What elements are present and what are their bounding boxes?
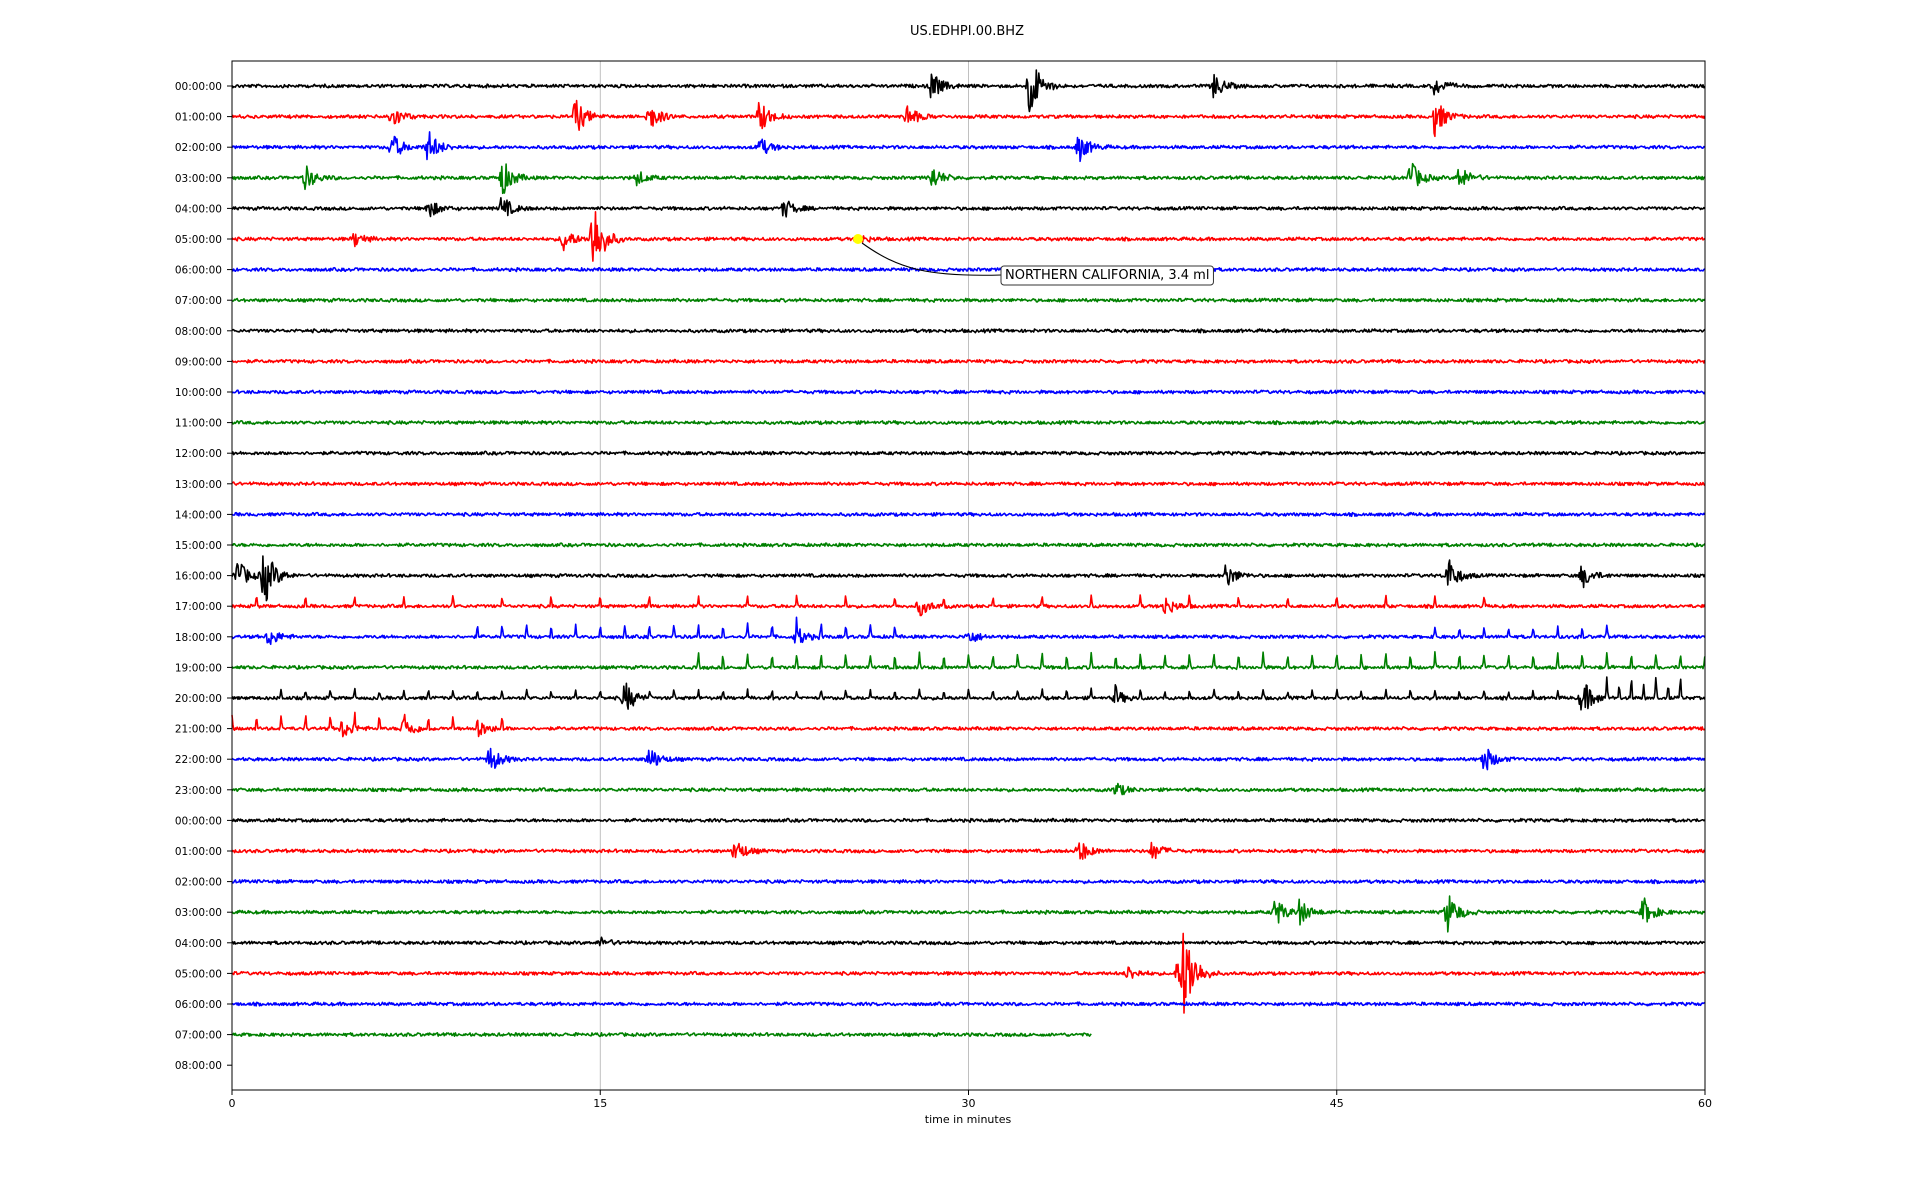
row-label: 02:00:00 — [175, 877, 222, 889]
row-label: 01:00:00 — [175, 846, 222, 858]
row-label: 05:00:00 — [175, 968, 222, 980]
row-label: 15:00:00 — [175, 540, 222, 552]
row-label: 16:00:00 — [175, 571, 222, 583]
row-label: 19:00:00 — [175, 662, 222, 674]
trace-line — [231, 211, 1706, 262]
trace-line — [231, 676, 1706, 711]
trace-line — [231, 297, 1706, 303]
x-axis-ticks: 0 15 30 45 60 — [229, 1090, 1712, 1110]
x-tick-label: 60 — [1698, 1097, 1712, 1110]
x-tick-label: 0 — [229, 1097, 236, 1110]
trace-line — [231, 99, 1706, 138]
trace-line — [231, 895, 1706, 933]
row-label: 00:00:00 — [175, 81, 222, 93]
chart-title: US.EDHPI.00.BHZ — [910, 24, 1024, 39]
row-label: 09:00:00 — [175, 356, 222, 368]
annotation-connector — [861, 242, 1002, 276]
trace-line — [231, 841, 1706, 860]
trace-line — [231, 782, 1706, 796]
trace-line — [231, 481, 1706, 487]
row-label: 02:00:00 — [175, 142, 222, 154]
row-label: 13:00:00 — [175, 479, 222, 491]
x-tick-label: 45 — [1330, 1097, 1344, 1110]
trace-line — [231, 936, 1706, 947]
row-label: 18:00:00 — [175, 632, 222, 644]
trace-line — [231, 711, 1706, 738]
trace-line — [231, 328, 1706, 334]
trace-line — [231, 266, 1706, 273]
trace-line — [231, 594, 1706, 617]
row-label: 08:00:00 — [175, 326, 222, 338]
trace-line — [231, 162, 1706, 195]
row-label: 10:00:00 — [175, 387, 222, 399]
trace-line — [232, 1001, 1705, 1007]
row-label: 14:00:00 — [175, 509, 222, 521]
row-label: 22:00:00 — [175, 754, 222, 766]
trace-group — [231, 69, 1706, 1038]
trace-line — [231, 358, 1706, 365]
row-label: 11:00:00 — [175, 418, 222, 430]
plot-frame — [231, 60, 1706, 1091]
trace-line — [231, 419, 1706, 426]
event-annotation: NORTHERN CALIFORNIA, 3.4 ml — [853, 234, 1214, 286]
annotation-text: NORTHERN CALIFORNIA, 3.4 ml — [1005, 268, 1209, 283]
trace-line — [231, 932, 1706, 1014]
trace-line — [231, 879, 1706, 885]
row-label: 05:00:00 — [175, 234, 222, 246]
trace-line — [231, 511, 1706, 518]
trace-line — [231, 616, 1706, 646]
trace-line — [231, 69, 1706, 113]
row-label: 23:00:00 — [175, 785, 222, 797]
trace-line — [231, 1032, 1092, 1038]
trace-line — [231, 389, 1706, 395]
trace-line — [231, 555, 1706, 602]
event-marker — [853, 234, 864, 244]
row-label: 03:00:00 — [175, 173, 222, 185]
row-label: 12:00:00 — [175, 448, 222, 460]
row-label: 08:00:00 — [175, 1060, 222, 1072]
x-axis-label: time in minutes — [925, 1113, 1012, 1126]
trace-line — [231, 450, 1706, 456]
trace-line — [231, 131, 1706, 163]
row-label: 17:00:00 — [175, 601, 222, 613]
row-label: 06:00:00 — [175, 265, 222, 277]
trace-line — [231, 817, 1706, 824]
row-label: 07:00:00 — [175, 295, 222, 307]
trace-line — [231, 542, 1706, 548]
trace-line — [231, 651, 1706, 671]
row-label: 03:00:00 — [175, 907, 222, 919]
trace-line — [231, 747, 1706, 771]
row-label: 00:00:00 — [175, 815, 222, 827]
row-label: 01:00:00 — [175, 112, 222, 124]
row-labels: 00:00:00 01:00:00 02:00:00 03:00:00 04:00:00… — [175, 81, 232, 1072]
row-label: 21:00:00 — [175, 724, 222, 736]
x-tick-label: 15 — [593, 1097, 607, 1110]
row-label: 04:00:00 — [175, 203, 222, 215]
row-label: 04:00:00 — [175, 938, 222, 950]
row-label: 20:00:00 — [175, 693, 222, 705]
trace-line — [231, 197, 1706, 218]
annotation-box — [1000, 265, 1214, 286]
row-label: 07:00:00 — [175, 1030, 222, 1042]
row-label: 06:00:00 — [175, 999, 222, 1011]
x-tick-label: 30 — [962, 1097, 976, 1110]
